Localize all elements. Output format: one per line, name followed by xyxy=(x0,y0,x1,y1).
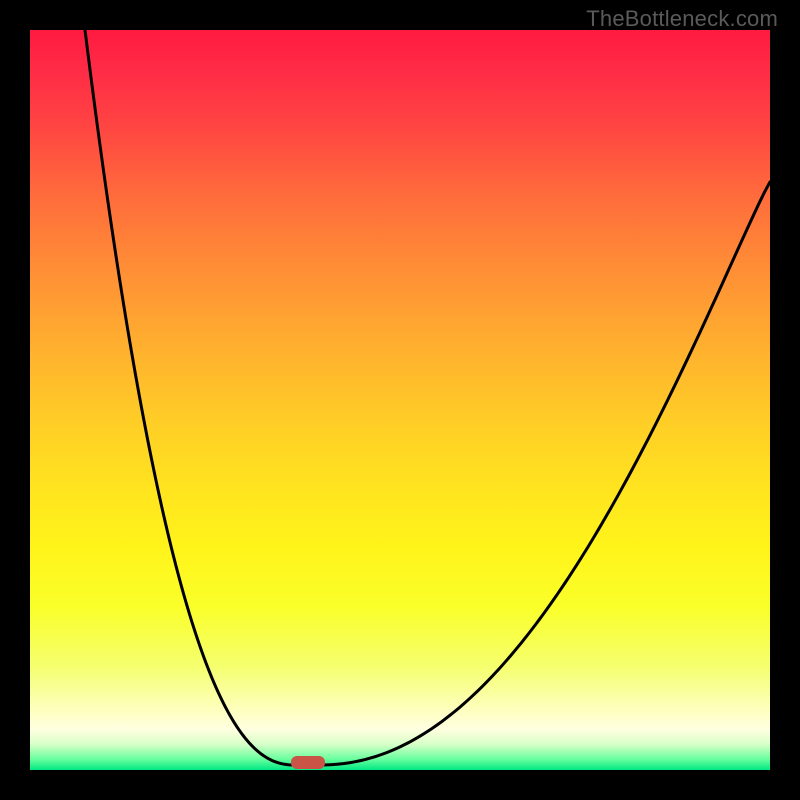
curve-left xyxy=(85,30,295,765)
watermark-text: TheBottleneck.com xyxy=(586,6,778,32)
bottleneck-curves xyxy=(30,30,770,770)
apex-marker xyxy=(291,756,325,769)
chart-frame: TheBottleneck.com xyxy=(0,0,800,800)
curve-right xyxy=(320,182,770,765)
